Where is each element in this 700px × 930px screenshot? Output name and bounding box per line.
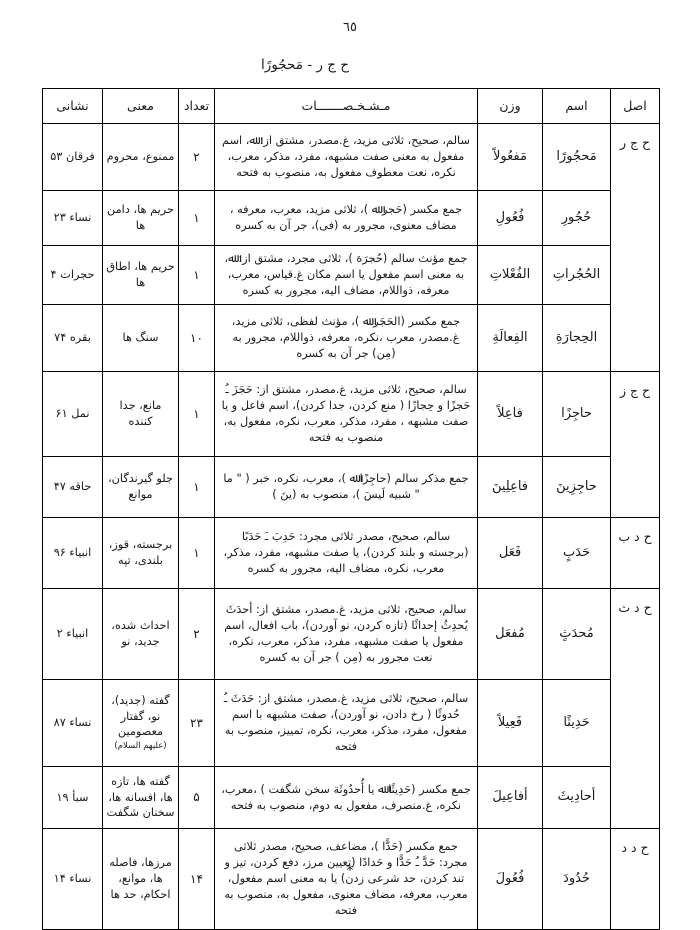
cell-address: انبیاء ۲ <box>42 588 103 680</box>
cell-address: بقره ۷۴ <box>42 304 103 372</box>
cell-word: حَدِیثًا <box>542 679 611 767</box>
table-row: الحِجارَةِ الفِعالَةِ جمع مکسر (الحَجَر … <box>42 304 660 372</box>
cell-meaning: سنگ ها <box>102 304 179 372</box>
table-row: أحادِیثَ أفاعِیلَ جمع مکسر (حَدِیثًا ﷲ ی… <box>42 766 660 829</box>
table-row: ح د ب حَدَبٍ فَعَل سالم، صحیح، مصدر ثلاث… <box>42 517 660 589</box>
cell-address: نساء ۱۴ <box>42 828 103 930</box>
page-title: ح ج ر - مَحجُورًا <box>261 57 349 73</box>
cell-word: حُجُورِ <box>542 190 611 246</box>
cell-address: نمل ۶۱ <box>42 371 103 457</box>
cell-address: فرقان ۵۳ <box>42 123 103 191</box>
cell-details: جمع مکسر (حَدِیثًا ﷲ یا أُحدُوثَة سخن شگ… <box>214 766 478 829</box>
table-row: ح د ث مُحدَثٍ مُفعَل سالم، صحیح، ثلاثی م… <box>42 588 660 829</box>
cell-word: الحِجارَةِ <box>542 304 611 372</box>
cell-details: سالم، صحیح، مصدر ثلاثی مجرد: حَدِبَ ـَ ح… <box>214 517 478 589</box>
cell-details: جمع مکسر (الحَجَر ﷲ )، مؤنث لفظی، ثلاثی … <box>214 304 478 372</box>
cell-pattern: مَفعُولاً <box>477 123 543 191</box>
cell-meaning: گفته ها، تازه ها، افسانه ها، سخنان شگفت <box>102 766 179 829</box>
scanned-book-page: { "page": { "number": "٦٥", "title": "ح … <box>42 20 660 930</box>
cell-address: انبیاء ۹۶ <box>42 517 103 589</box>
cell-pattern: فَعِیلاً <box>477 679 543 767</box>
table-row: حُجُورِ فُعُولِ جمع مکسر (حَجر ﷲ )، ثلاث… <box>42 190 660 246</box>
cell-pattern: مُفعَل <box>477 588 543 680</box>
header-esm: اسم <box>542 88 611 124</box>
header-tedad: تعداد <box>178 88 215 124</box>
cell-meaning: برجسته، قوز، بلندی، تپه <box>102 517 179 589</box>
cell-word: حَدَبٍ <box>542 517 611 589</box>
page-number: ٦٥ <box>343 20 357 35</box>
cell-word: مَحجُورًا <box>542 123 611 191</box>
cell-details: سالم، صحیح، ثلاثی مزید، غ.مصدر، مشتق از:… <box>214 588 478 680</box>
cell-pattern: فَعَل <box>477 517 543 589</box>
table-row: ح ج ر مَحجُورًا مَفعُولاً سالم، صحیح، ثل… <box>42 123 660 372</box>
cell-details: جمع مکسر (حَدًّا )، مضاعف، صحیح، مصدر ثل… <box>214 828 478 930</box>
cell-count: ۱ <box>178 371 215 457</box>
cell-address: سبأ ۱۹ <box>42 766 103 829</box>
cell-details: سالم، صحیح، ثلاثی مزید، غ.مصدر، مشتق از:… <box>214 371 478 457</box>
cell-word: أحادِیثَ <box>542 766 611 829</box>
cell-details: سالم، صحیح، ثلاثی مزید، غ.مصدر، مشتق از:… <box>214 679 478 767</box>
cell-root: ح ج ر <box>610 123 660 372</box>
cell-word: حاجِزِینَ <box>542 456 611 518</box>
cell-meaning: جلو گیرندگان، موانع <box>102 456 179 518</box>
cell-count: ۵ <box>178 766 215 829</box>
cell-count: ۲۳ <box>178 679 215 767</box>
cell-count: ۱ <box>178 190 215 246</box>
header-neshani: نشانی <box>42 88 103 124</box>
cell-count: ۱۰ <box>178 304 215 372</box>
cell-pattern: فاعِلِینَ <box>477 456 543 518</box>
cell-pattern: فاعِلاً <box>477 371 543 457</box>
cell-meaning: احداث شده، جدید، نو <box>102 588 179 680</box>
cell-pattern: فُعُولِ <box>477 190 543 246</box>
table-row: الحُجُراتِ الفُعْلاتِ جمع مؤنث سالم (حُج… <box>42 245 660 305</box>
cell-count: ۱ <box>178 517 215 589</box>
footer-asterisk: * <box>346 863 354 879</box>
cell-root: ح د د <box>610 828 660 930</box>
table-row: حَدِیثًا فَعِیلاً سالم، صحیح، ثلاثی مزید… <box>42 679 660 767</box>
cell-word: حاجِزًا <box>542 371 611 457</box>
header-mani: معنی <box>102 88 179 124</box>
cell-address: نساء ۲۳ <box>42 190 103 246</box>
cell-pattern: فُعُولَ <box>477 828 543 930</box>
table-header-row: اصل اسم وزن مـشـخـصـــــــات تعداد معنی … <box>42 88 660 124</box>
cell-details: جمع مؤنث سالم (حُجرَة )، ثلاثی مجرد، مشت… <box>214 245 478 305</box>
cell-count: ۲ <box>178 123 215 191</box>
cell-address: حجرات ۴ <box>42 245 103 305</box>
cell-pattern: الفِعالَةِ <box>477 304 543 372</box>
cell-details: جمع مکسر (حَجر ﷲ )، ثلاثی مزید، معرب، مع… <box>214 190 478 246</box>
cell-pattern: الفُعْلاتِ <box>477 245 543 305</box>
cell-address: حاقه ۴۷ <box>42 456 103 518</box>
header-moshakhasat: مـشـخـصـــــــات <box>214 88 478 124</box>
cell-meaning: مانع، جدا کننده <box>102 371 179 457</box>
cell-meaning: حریم ها، دامن ها <box>102 190 179 246</box>
cell-count: ۱ <box>178 456 215 518</box>
cell-count: ۱۴ <box>178 828 215 930</box>
meaning-honorific-note: (علیهم السلام) <box>114 741 167 752</box>
cell-root: ح د ث <box>610 588 660 829</box>
cell-details: سالم، صحیح، ثلاثی مزید، غ.مصدر، مشتق از:… <box>214 123 478 191</box>
cell-word: مُحدَثٍ <box>542 588 611 680</box>
cell-address: نساء ۸۷ <box>42 679 103 767</box>
cell-count: ۲ <box>178 588 215 680</box>
cell-count: ۱ <box>178 245 215 305</box>
cell-details: جمع مذکر سالم (حاجِزًا ﷲ )، معرب، نکره، … <box>214 456 478 518</box>
cell-pattern: أفاعِیلَ <box>477 766 543 829</box>
table-row: ح د د حُدُودَ فُعُولَ جمع مکسر (حَدًّا )… <box>42 828 660 930</box>
cell-root: ح ج ز <box>610 371 660 518</box>
cell-meaning: ممنوع، محروم <box>102 123 179 191</box>
table-row: ح ج ز حاجِزًا فاعِلاً سالم، صحیح، ثلاثی … <box>42 371 660 518</box>
cell-word: الحُجُراتِ <box>542 245 611 305</box>
cell-word: حُدُودَ <box>542 828 611 930</box>
cell-meaning: مرزها، فاصله ها، موانع، احکام، حد ها <box>102 828 179 930</box>
cell-root: ح د ب <box>610 517 660 589</box>
header-vazn: وزن <box>477 88 543 124</box>
cell-meaning: حریم ها، اطاق ها <box>102 245 179 305</box>
cell-meaning: گفته (جدید)، نو، گفتار معصومین (علیهم ال… <box>102 679 179 767</box>
meaning-text: گفته (جدید)، نو، گفتار معصومین <box>111 693 170 739</box>
morphology-table: اصل اسم وزن مـشـخـصـــــــات تعداد معنی … <box>42 88 660 930</box>
table-row: حاجِزِینَ فاعِلِینَ جمع مذکر سالم (حاجِز… <box>42 456 660 518</box>
header-asl: اصل <box>610 88 660 124</box>
